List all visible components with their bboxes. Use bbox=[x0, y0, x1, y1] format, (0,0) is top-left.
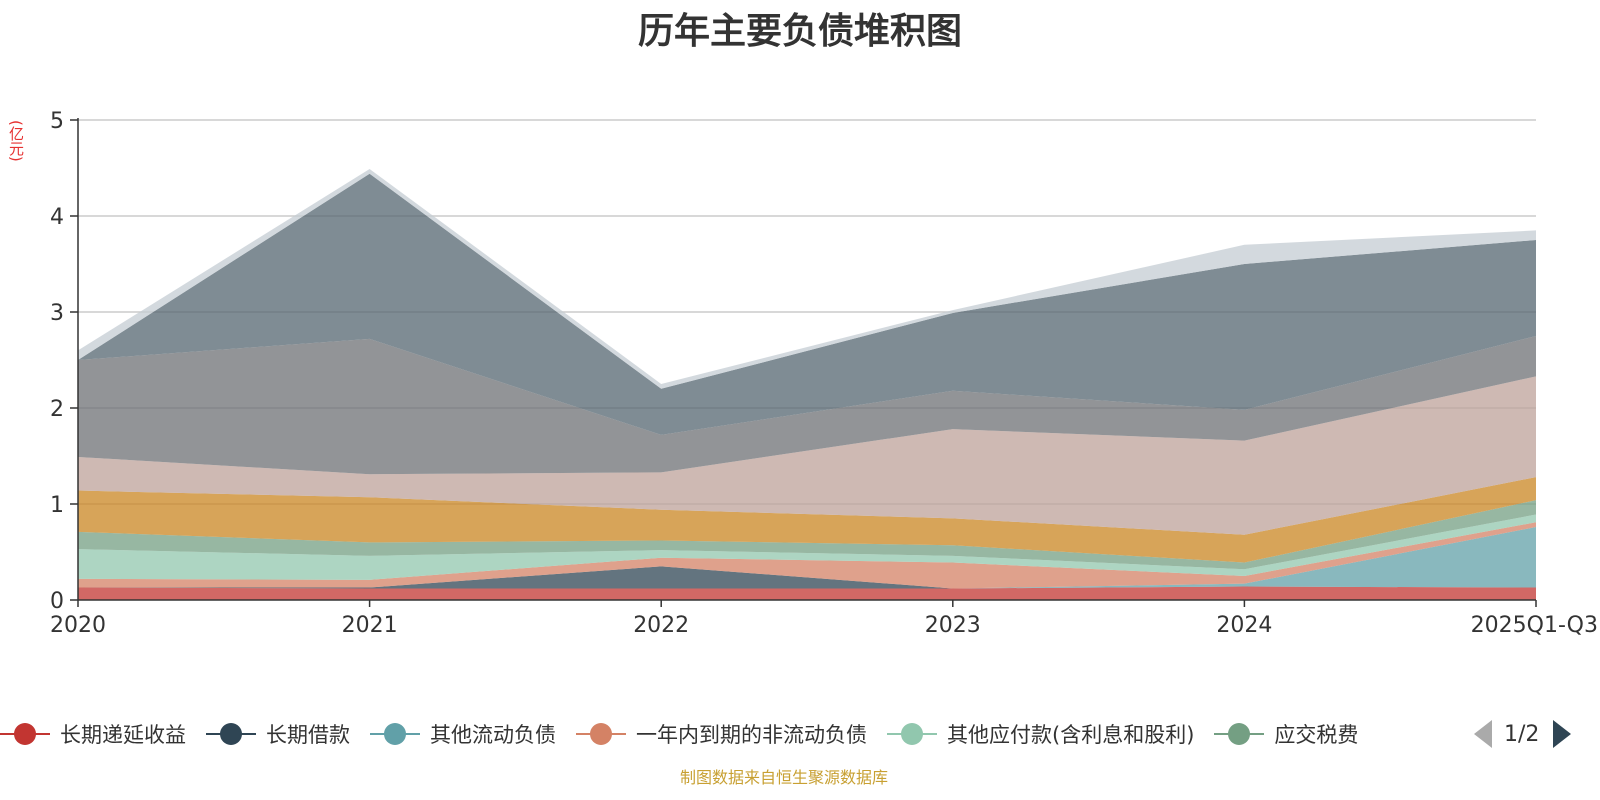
y-tick-label: 1 bbox=[50, 493, 64, 518]
legend-marker-icon bbox=[370, 723, 420, 745]
area-series-10 bbox=[78, 168, 1536, 389]
legend-prev-icon[interactable] bbox=[1474, 720, 1492, 748]
legend-label: 长期递延收益 bbox=[60, 723, 186, 747]
y-tick-labels: 0 1 2 3 4 5 bbox=[50, 109, 64, 614]
legend-marker-icon bbox=[206, 723, 256, 745]
legend-dot-icon bbox=[901, 723, 923, 745]
legend-page-indicator: 1/2 bbox=[1504, 721, 1540, 747]
chart-title: 历年主要负债堆积图 bbox=[637, 11, 962, 52]
area-series-5 bbox=[78, 500, 1536, 570]
legend-marker-icon bbox=[887, 723, 937, 745]
x-tick-label: 2020 bbox=[50, 613, 106, 638]
area-series bbox=[78, 168, 1536, 600]
legend-label: 其他流动负债 bbox=[430, 723, 556, 747]
y-tick-label: 2 bbox=[50, 397, 64, 422]
area-series-6 bbox=[78, 477, 1536, 563]
y-tick-label: 3 bbox=[50, 301, 64, 326]
x-tick-label: 2023 bbox=[925, 613, 981, 638]
x-tick-labels: 2020 2021 2022 2023 2024 2025Q1-Q3 bbox=[50, 613, 1598, 638]
legend-marker-icon bbox=[0, 723, 50, 745]
legend-item[interactable]: 其他应付款(含利息和股利) bbox=[887, 716, 1194, 752]
legend-item[interactable]: 应交税费 bbox=[1214, 716, 1358, 752]
legend-dot-icon bbox=[14, 723, 36, 745]
legend-label: 一年内到期的非流动负债 bbox=[636, 723, 867, 747]
legend-marker-icon bbox=[576, 723, 626, 745]
legend-label: 长期借款 bbox=[266, 723, 350, 747]
legend-item[interactable]: 一年内到期的非流动负债 bbox=[576, 716, 867, 752]
legend-label: 应交税费 bbox=[1274, 723, 1359, 747]
area-series-7 bbox=[78, 376, 1536, 535]
legend-label: 其他应付款(含利息和股利) bbox=[947, 723, 1195, 747]
y-tick-label: 5 bbox=[50, 109, 64, 134]
area-series-0 bbox=[78, 586, 1536, 600]
legend-dot-icon bbox=[1228, 723, 1251, 745]
stacked-area-chart: 0 1 2 3 4 5 2020 2021 2022 2023 2024 2025Q1-Q3 bbox=[50, 109, 1598, 638]
legend-pager: 1/2 bbox=[1474, 716, 1600, 752]
area-series-8 bbox=[78, 336, 1536, 475]
area-series-4 bbox=[78, 514, 1536, 580]
legend-item[interactable]: 长期借款 bbox=[206, 716, 350, 752]
x-tick-label: 2022 bbox=[633, 613, 689, 638]
area-series-9 bbox=[78, 173, 1536, 435]
area-series-3 bbox=[78, 522, 1536, 589]
data-source-note: 制图数据来自恒生聚源数据库 bbox=[679, 768, 888, 787]
x-tick-label: 2024 bbox=[1216, 613, 1272, 638]
legend-marker-icon bbox=[1214, 723, 1265, 745]
legend: 长期递延收益 长期借款 其他流动负债 一年内到期的非流动负债 其他应付款(含利息和股利)… bbox=[0, 716, 1475, 752]
legend-dot-icon bbox=[590, 723, 612, 745]
y-tick-label: 4 bbox=[50, 205, 64, 230]
legend-item[interactable]: 其他流动负债 bbox=[370, 716, 556, 752]
axes bbox=[77, 118, 1537, 607]
area-series-2 bbox=[78, 527, 1536, 589]
legend-dot-icon bbox=[220, 723, 242, 745]
x-tick-label: 2021 bbox=[342, 613, 398, 638]
x-tick-label: 2025Q1-Q3 bbox=[1471, 613, 1598, 638]
y-axis-unit: (亿元) bbox=[7, 120, 25, 162]
legend-next-icon[interactable] bbox=[1553, 720, 1572, 748]
y-tick-label: 0 bbox=[50, 589, 64, 614]
legend-dot-icon bbox=[384, 723, 406, 745]
legend-item[interactable]: 长期递延收益 bbox=[0, 716, 186, 752]
